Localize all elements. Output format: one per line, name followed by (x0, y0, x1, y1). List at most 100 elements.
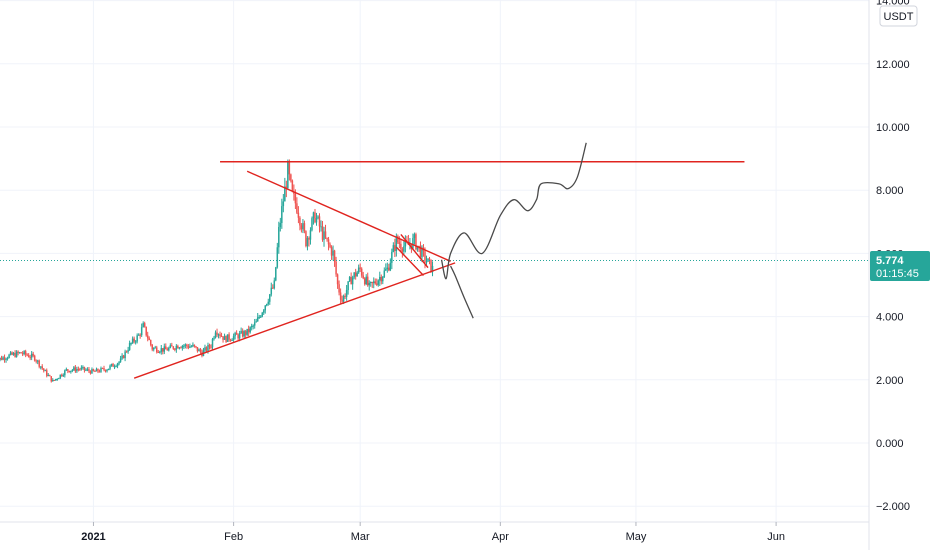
candle-body (38, 360, 40, 367)
candle-down (41, 364, 43, 370)
candle-body (350, 277, 352, 285)
candle-body (156, 347, 158, 353)
candle-body (339, 292, 342, 300)
candle-down (290, 173, 292, 183)
candle-body (269, 294, 271, 302)
drawing-bullish-path[interactable] (440, 142, 587, 280)
candle-up (332, 245, 334, 261)
candle-body (5, 358, 7, 360)
candle-down (148, 336, 150, 341)
candle-up (238, 330, 241, 342)
candle-body (58, 378, 60, 380)
drawing-bearish-path[interactable] (450, 265, 474, 319)
candle-body (255, 321, 257, 323)
candle-body (219, 334, 221, 336)
candle-body (419, 245, 422, 258)
candle-body (174, 348, 176, 350)
candle-up (369, 281, 372, 287)
candle-body (385, 269, 387, 271)
candle-body (18, 352, 21, 354)
candle-body (266, 304, 268, 306)
candle-body (208, 344, 211, 347)
candle-body (94, 371, 96, 373)
time-tick-label: 2021 (81, 531, 105, 543)
trendline-triangle-lower[interactable] (133, 262, 456, 379)
freehand-drawings[interactable] (440, 142, 587, 319)
candle-body (344, 295, 346, 297)
candle-body (159, 351, 161, 353)
candle-up (385, 263, 387, 272)
candle-body (186, 344, 188, 347)
candle-down (186, 343, 188, 349)
trendline-wedge-lower[interactable] (395, 246, 424, 277)
candle-body (220, 335, 223, 337)
candle-up (382, 276, 384, 285)
candle-body (264, 305, 266, 311)
candle-up (223, 333, 226, 340)
candle-down (303, 220, 306, 234)
candle-up (256, 313, 259, 322)
trendlines[interactable] (133, 161, 745, 379)
candle-body (41, 366, 43, 369)
candle-body (214, 332, 217, 338)
last-price-tag-bg (870, 251, 930, 281)
time-axis[interactable]: 2021 Feb Mar Apr May Jun (81, 522, 785, 543)
candle-down (291, 179, 294, 193)
candle-body (61, 374, 63, 376)
candle-body (290, 174, 292, 181)
candle-body (342, 295, 345, 302)
candle-up (368, 280, 370, 291)
candle-up (9, 351, 12, 356)
candle-body (332, 250, 334, 256)
candle-body (360, 268, 363, 276)
candle-body (14, 353, 16, 357)
candle-down (24, 349, 27, 358)
candle-down (151, 343, 153, 352)
candle-body (380, 276, 383, 282)
time-tick-label: Mar (351, 531, 370, 543)
candle-down (89, 370, 92, 375)
candle-body (39, 366, 42, 368)
candle-body (59, 374, 62, 379)
candle-body (119, 358, 122, 362)
candle-up (12, 351, 15, 356)
unit-badge[interactable]: USDT (879, 5, 918, 27)
candle-down (376, 278, 378, 287)
candle-down (222, 336, 224, 343)
candle-body (354, 272, 357, 277)
candle-body (306, 238, 309, 247)
trendline-wedge-upper[interactable] (400, 233, 429, 269)
candle-body (291, 180, 294, 192)
candle-body (29, 357, 31, 359)
candle-down (193, 344, 196, 348)
candle-down (112, 362, 114, 367)
candle-up (59, 374, 62, 380)
candle-body (26, 354, 28, 356)
candle-down (371, 281, 373, 288)
candle-body (374, 281, 377, 284)
candle-down (354, 268, 357, 280)
candle-down (360, 267, 363, 278)
candle-body (403, 246, 405, 252)
candle-body (376, 283, 378, 285)
candle-up (184, 343, 187, 349)
candle-up (403, 240, 405, 256)
candle-body (323, 231, 325, 240)
trendline-triangle-upper[interactable] (246, 170, 451, 262)
candle-body (9, 352, 12, 355)
price-tick-label: 10.000 (876, 122, 910, 134)
candle-up (365, 274, 367, 286)
candle-down (166, 347, 169, 351)
candle-up (250, 323, 253, 331)
candle-up (204, 344, 206, 354)
candle-body (252, 325, 254, 327)
candle-body (92, 369, 95, 372)
candle-up (86, 367, 89, 372)
candle-body (281, 206, 283, 224)
candle-body (131, 338, 134, 343)
candle-up (383, 267, 386, 279)
candle-up (95, 367, 98, 372)
candle-down (419, 241, 422, 259)
candle-body (187, 346, 190, 348)
